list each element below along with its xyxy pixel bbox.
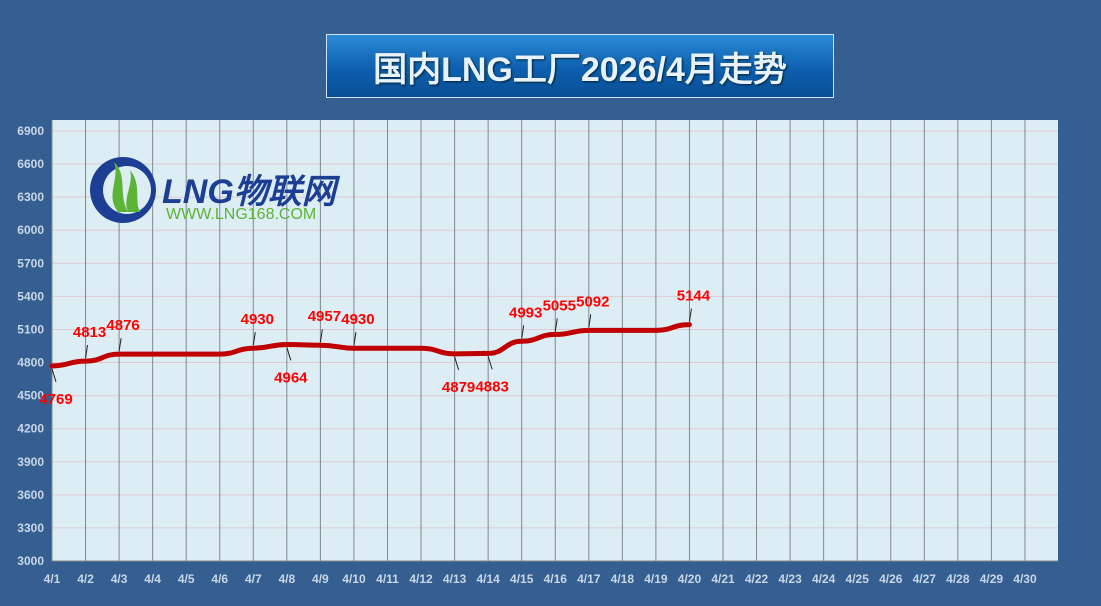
x-tick-label: 4/2 (77, 572, 94, 586)
x-tick-label: 4/24 (812, 572, 836, 586)
data-label: 4883 (475, 378, 508, 395)
data-label: 4993 (509, 304, 542, 321)
x-tick-label: 4/20 (678, 572, 702, 586)
x-tick-label: 4/27 (913, 572, 937, 586)
logo-brand: LNG物联网 (162, 173, 341, 211)
data-label: 4813 (73, 324, 106, 341)
x-tick-label: 4/1 (44, 572, 61, 586)
data-label-leader (51, 368, 57, 383)
x-tick-label: 4/29 (980, 572, 1004, 586)
lng-logo: LNG物联网 WWW.LNG168.COM (90, 157, 341, 223)
data-label: 4930 (341, 311, 374, 328)
y-tick-label: 3600 (17, 488, 44, 502)
data-label-leader (319, 329, 323, 343)
chart-title: 国内LNG工厂2026/4月走势 (326, 34, 834, 98)
x-tick-label: 4/22 (745, 572, 769, 586)
data-label: 4964 (274, 369, 308, 386)
x-tick-label: 4/21 (711, 572, 735, 586)
x-tick-label: 4/30 (1013, 572, 1037, 586)
x-tick-label: 4/25 (846, 572, 870, 586)
y-tick-label: 6600 (17, 157, 44, 171)
data-label-leader (85, 345, 89, 359)
x-tick-label: 4/18 (611, 572, 635, 586)
data-label: 5055 (543, 297, 576, 314)
x-tick-label: 4/28 (946, 572, 970, 586)
y-tick-label: 4200 (17, 422, 44, 436)
x-tick-label: 4/4 (144, 572, 161, 586)
y-tick-label: 5400 (17, 289, 44, 303)
x-tick-label: 4/14 (476, 572, 500, 586)
y-tick-label: 4800 (17, 356, 44, 370)
x-tick-label: 4/13 (443, 572, 467, 586)
data-label-leader (554, 318, 558, 332)
y-tick-label: 6900 (17, 124, 44, 138)
data-label-leader (454, 356, 460, 370)
data-label: 4876 (106, 317, 139, 334)
x-tick-label: 4/17 (577, 572, 601, 586)
y-tick-label: 3900 (17, 455, 44, 469)
x-tick-label: 4/23 (778, 572, 802, 586)
data-label-leader (286, 347, 292, 361)
x-tick-label: 4/26 (879, 572, 903, 586)
y-tick-label: 6300 (17, 190, 44, 204)
x-tick-label: 4/16 (544, 572, 568, 586)
x-tick-label: 4/8 (279, 572, 296, 586)
y-tick-label: 4500 (17, 389, 44, 403)
y-tick-label: 3300 (17, 521, 44, 535)
data-label-leader (688, 308, 692, 322)
x-tick-label: 4/12 (409, 572, 433, 586)
data-label-leader (487, 356, 493, 370)
data-label-leader (118, 338, 122, 352)
y-tick-label: 5700 (17, 256, 44, 270)
data-label-leader (521, 325, 525, 339)
x-tick-label: 4/10 (342, 572, 366, 586)
x-tick-label: 4/11 (376, 572, 399, 586)
x-tick-label: 4/6 (211, 572, 228, 586)
x-tick-label: 4/15 (510, 572, 534, 586)
x-tick-label: 4/9 (312, 572, 329, 586)
y-tick-label: 6000 (17, 223, 44, 237)
data-label: 4769 (39, 391, 72, 408)
data-label-leader (588, 314, 592, 328)
data-label-leader (353, 332, 357, 346)
series-line (49, 322, 692, 369)
data-label: 4879 (442, 379, 475, 396)
logo-url: WWW.LNG168.COM (166, 206, 316, 223)
x-tick-label: 4/5 (178, 572, 195, 586)
x-tick-label: 4/7 (245, 572, 262, 586)
data-label-leader (252, 332, 256, 346)
data-label: 4930 (241, 311, 274, 328)
y-tick-label: 3000 (17, 554, 44, 568)
x-tick-label: 4/3 (111, 572, 128, 586)
y-tick-label: 5100 (17, 322, 44, 336)
data-label: 5144 (677, 288, 711, 305)
x-tick-label: 4/19 (644, 572, 668, 586)
data-label: 4957 (308, 308, 341, 325)
data-label: 5092 (576, 293, 609, 310)
